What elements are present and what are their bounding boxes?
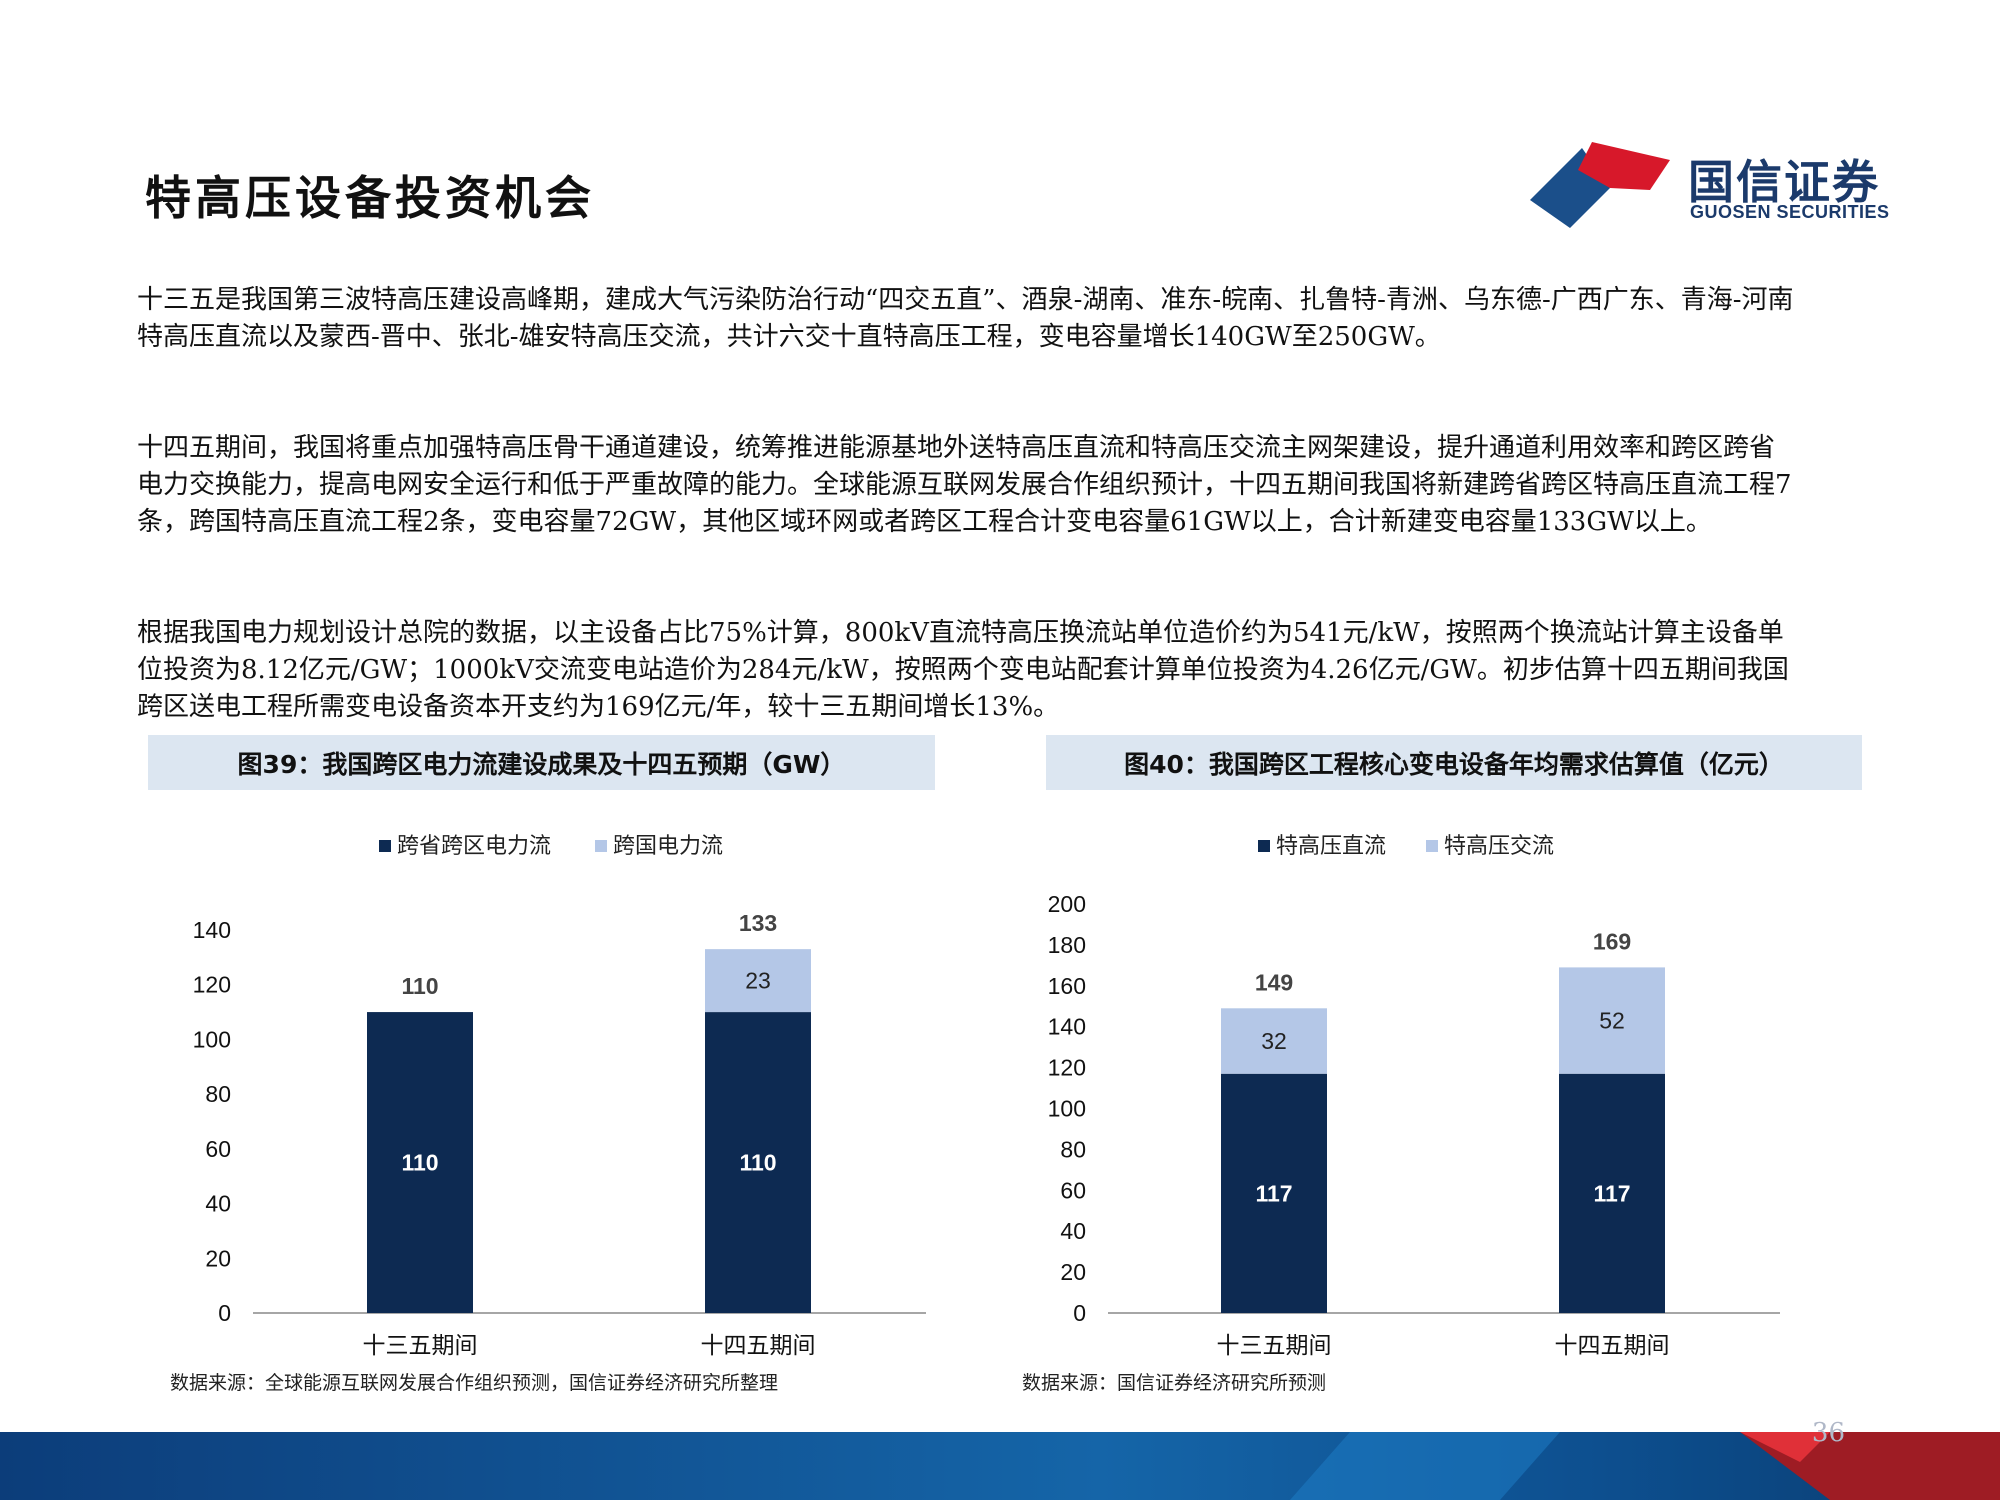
bar-segment — [1221, 1073, 1327, 1313]
y-tick-label: 0 — [218, 1300, 231, 1326]
y-tick-label: 40 — [205, 1191, 231, 1217]
chart-39: 跨省跨区电力流 跨国电力流 0 20 40 60 80 100 120 140 110 110 十三五期… — [193, 834, 926, 1359]
paragraph-13th-five-year: 十三五是我国第三波特高压建设高峰期，建成大气污染防治行动“四交五直”、酒泉-湖南… — [137, 285, 1794, 352]
bar-data-label: 110 — [739, 1150, 776, 1176]
y-tick-label: 20 — [1060, 1259, 1086, 1285]
bar-total-label: 169 — [1593, 928, 1631, 954]
bar-data-label: 32 — [1261, 1028, 1287, 1054]
footer-band — [0, 1432, 2000, 1500]
y-tick-label: 60 — [1060, 1177, 1086, 1203]
page-title: 特高压设备投资机会 — [145, 171, 595, 225]
bar-segment — [367, 1012, 473, 1313]
chart-40: 特高压直流 特高压交流 0 20 40 60 80 100 120 140 160 180 200 117… — [1048, 834, 1780, 1359]
y-tick-label: 180 — [1048, 932, 1086, 958]
y-tick-label: 140 — [1048, 1014, 1086, 1040]
legend-label: 特高压直流 — [1276, 834, 1386, 859]
bar-total-label: 149 — [1255, 969, 1293, 995]
bar-data-label: 110 — [401, 1150, 438, 1176]
chart-40-source: 数据来源：国信证券经济研究所预测 — [1022, 1372, 1327, 1394]
bar-data-label: 52 — [1599, 1008, 1625, 1034]
y-tick-label: 100 — [193, 1026, 231, 1052]
y-tick-label: 20 — [205, 1245, 231, 1271]
logo-text-cn: 国信证券 — [1688, 155, 1880, 209]
x-tick-label: 十四五期间 — [1555, 1333, 1670, 1359]
chart-39-title: 图39：我国跨区电力流建设成果及十四五预期（GW） — [148, 735, 935, 790]
legend-label: 特高压交流 — [1444, 834, 1554, 859]
bar-total-label: 133 — [739, 910, 777, 936]
y-tick-label: 160 — [1048, 973, 1086, 999]
x-tick-label: 十三五期间 — [363, 1333, 478, 1359]
chart-40-title: 图40：我国跨区工程核心变电设备年均需求估算值（亿元） — [1046, 735, 1862, 790]
paragraph-14th-five-year: 十四五期间，我国将重点加强特高压骨干通道建设，统筹推进能源基地外送特高压直流和特… — [137, 433, 1792, 537]
chart-39-source: 数据来源：全球能源互联网发展合作组织预测，国信证券经济研究所整理 — [170, 1372, 779, 1394]
logo-text-en: GUOSEN SECURITIES — [1690, 202, 1890, 222]
bar-segment — [705, 949, 811, 1013]
legend-label: 跨国电力流 — [613, 834, 723, 859]
legend-swatch — [595, 840, 607, 852]
y-tick-label: 120 — [1048, 1055, 1086, 1081]
bar-segment — [1559, 967, 1665, 1074]
y-tick-label: 200 — [1048, 891, 1086, 917]
page-number: 36 — [1811, 1418, 1845, 1448]
bar-data-label: 117 — [1255, 1180, 1292, 1206]
bar-segment — [705, 1012, 811, 1313]
x-tick-label: 十四五期间 — [701, 1333, 816, 1359]
legend-label: 跨省跨区电力流 — [397, 834, 551, 859]
bar-total-label: 110 — [401, 973, 438, 999]
y-tick-label: 0 — [1073, 1300, 1086, 1326]
y-tick-label: 140 — [193, 917, 231, 943]
guosen-logo: 国信证券 GUOSEN SECURITIES — [1530, 140, 1890, 230]
legend-swatch — [1426, 840, 1438, 852]
y-tick-label: 80 — [1060, 1136, 1086, 1162]
y-tick-label: 120 — [193, 972, 231, 998]
logo-mark-icon — [1530, 142, 1670, 228]
y-tick-label: 60 — [205, 1136, 231, 1162]
bar-segment — [1559, 1073, 1665, 1313]
y-tick-label: 100 — [1048, 1096, 1086, 1122]
x-tick-label: 十三五期间 — [1217, 1333, 1332, 1359]
legend-swatch — [1258, 840, 1270, 852]
bar-data-label: 23 — [745, 968, 771, 994]
legend-swatch — [379, 840, 391, 852]
bar-segment — [1221, 1008, 1327, 1074]
y-tick-label: 40 — [1060, 1218, 1086, 1244]
paragraph-investment-estimate: 根据我国电力规划设计总院的数据，以主设备占比75%计算，800kV直流特高压换流… — [137, 618, 1789, 722]
y-tick-label: 80 — [205, 1081, 231, 1107]
bar-data-label: 117 — [1593, 1180, 1630, 1206]
